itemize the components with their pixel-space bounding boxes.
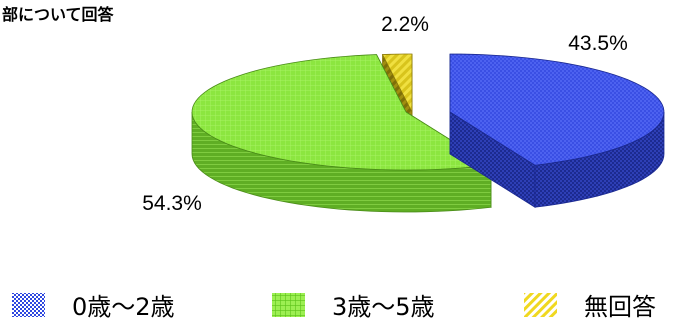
chart-title-fragment: 部について回答 [2,5,115,24]
slice-3-5-years [191,54,493,213]
slice-0-2-years [449,53,665,208]
data-label-slice-3-5-years: 54.3% [142,192,202,215]
data-labels: 43.5% 54.3% 2.2% [142,13,628,215]
legend-label: 0歳～2歳 [72,293,175,321]
pie-slices [191,53,665,213]
legend-label: 3歳～5歳 [332,293,435,321]
legend-swatch [272,293,305,317]
legend-item-slice-no-answer: 無回答 [524,293,656,321]
data-label-slice-no-answer: 2.2% [381,13,429,36]
legend-swatch [12,293,45,317]
legend: 0歳～2歳 3歳～5歳 無回答 [12,293,656,321]
legend-item-slice-0-2-years: 0歳～2歳 [12,293,175,321]
slice-3-5-years-top [191,54,493,171]
legend-swatch [524,293,557,317]
legend-item-slice-3-5-years: 3歳～5歳 [272,293,435,321]
slice-0-2-years-top [449,53,665,166]
legend-label: 無回答 [584,293,656,321]
data-label-slice-0-2-years: 43.5% [568,32,628,55]
slice-no-answer-top [381,53,413,113]
